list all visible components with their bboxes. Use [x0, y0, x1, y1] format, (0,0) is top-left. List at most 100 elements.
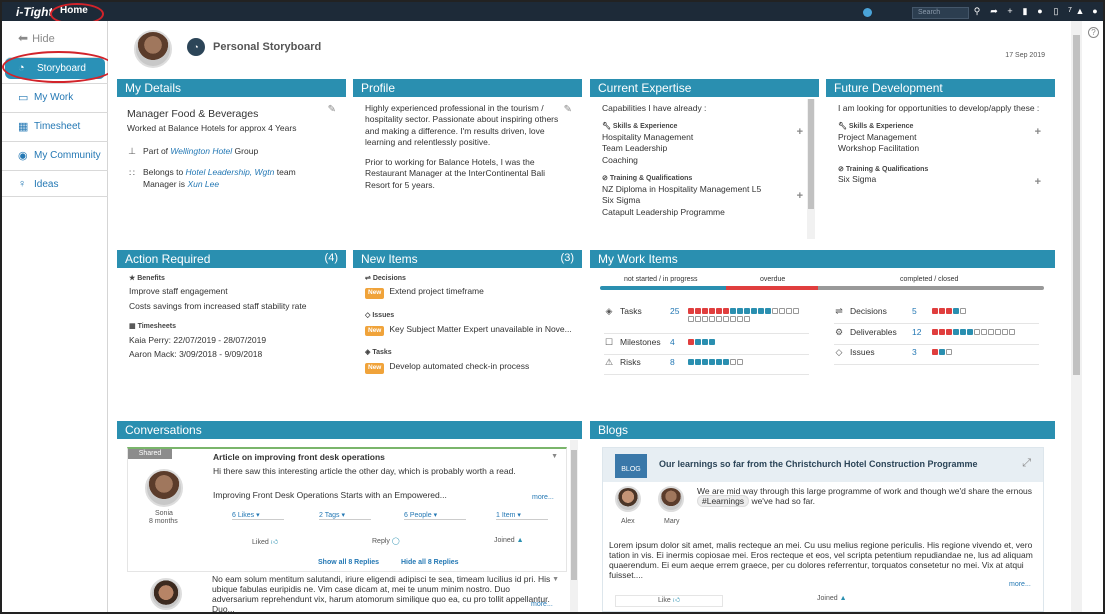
globe-icon[interactable]: [863, 8, 872, 17]
joined-button[interactable]: Joined ▲: [494, 537, 524, 544]
sidebar-item-label: My Work: [34, 92, 74, 103]
search-icon[interactable]: ⚲: [973, 6, 981, 16]
more-link[interactable]: more...: [531, 601, 553, 608]
post-title[interactable]: Article on improving front desk operatio…: [213, 452, 385, 462]
add-icon[interactable]: +: [1007, 6, 1013, 16]
completed-square: [793, 307, 799, 314]
new-item[interactable]: New Extend project timeframe: [365, 286, 570, 300]
show-replies-link[interactable]: Show all 8 Replies: [318, 559, 380, 566]
likes-dropdown[interactable]: 6 Likes ▾: [232, 511, 284, 520]
blog-badge-label: BLOG: [621, 466, 641, 473]
joined-button[interactable]: Joined ▲: [817, 595, 847, 602]
completed-square: [974, 328, 980, 335]
reply-button[interactable]: Reply ◯: [372, 537, 400, 545]
benefit-item[interactable]: Costs savings from increased staff stabi…: [129, 300, 307, 311]
add-skill-button[interactable]: +: [796, 126, 803, 138]
in-progress-square: [709, 338, 715, 345]
work-item-count[interactable]: 12: [912, 327, 922, 337]
author-name: Alex: [621, 518, 635, 525]
work-item-row[interactable]: ◇ Issues 3: [834, 347, 1039, 365]
like-button[interactable]: Like 👍︎: [615, 595, 723, 607]
add-skill-button[interactable]: +: [1034, 126, 1041, 138]
milestones-icon: ☐: [604, 337, 614, 347]
worked-duration: Worked at Balance Hotels for approx 4 Ye…: [127, 123, 297, 134]
hide-button[interactable]: ⬅ Hide: [18, 31, 55, 45]
work-item-row[interactable]: ⇌ Decisions 5: [834, 306, 1039, 324]
dashboard-icon: ◔: [187, 38, 205, 56]
work-item-row[interactable]: ◈ Tasks 25: [604, 306, 809, 334]
scroll-thumb[interactable]: [1073, 35, 1080, 375]
work-item-row[interactable]: ⚙ Deliverables 12: [834, 327, 1039, 345]
document-icon[interactable]: ▯: [1053, 6, 1059, 16]
avatar[interactable]: [150, 578, 182, 610]
tags-dropdown[interactable]: 2 Tags ▾: [319, 511, 371, 520]
more-link[interactable]: more...: [1009, 581, 1031, 588]
work-item-count[interactable]: 25: [670, 306, 680, 316]
panel-title: Current Expertise: [590, 79, 819, 97]
benefit-item[interactable]: Improve staff engagement: [129, 286, 228, 297]
cube-icon: ◈: [365, 349, 371, 357]
scroll-thumb[interactable]: [571, 450, 577, 580]
sidebar-item-timesheet[interactable]: ▦ Timesheet: [2, 112, 108, 138]
sidebar-item-label: Ideas: [34, 179, 59, 190]
pencil-icon[interactable]: ✎: [327, 104, 336, 115]
new-item[interactable]: New Develop automated check-in process: [365, 361, 570, 374]
timesheet-item[interactable]: Kaia Perry: 22/07/2019 - 28/07/2019: [129, 334, 267, 345]
group-link[interactable]: Wellington Hotel: [170, 145, 233, 156]
scroll-thumb[interactable]: [808, 99, 814, 209]
add-training-button[interactable]: +: [796, 190, 803, 202]
work-item-count[interactable]: 3: [912, 347, 917, 357]
post-body: Hi there saw this interesting article th…: [213, 466, 516, 476]
sidebar-item-my-community[interactable]: ◉ My Community: [2, 141, 108, 167]
people-dropdown[interactable]: 6 People ▾: [404, 511, 466, 520]
profile-text-1: Highly experienced professional in the t…: [365, 103, 559, 148]
page-scrollbar[interactable]: [1071, 21, 1082, 612]
pencil-icon[interactable]: ✎: [563, 104, 572, 115]
chevron-down-icon[interactable]: ▼: [552, 576, 559, 583]
work-item-count[interactable]: 4: [670, 337, 675, 347]
avatar[interactable]: [658, 486, 684, 512]
scrollbar[interactable]: [807, 99, 815, 239]
scrollbar[interactable]: [570, 440, 578, 612]
avatar[interactable]: [145, 469, 183, 507]
completed-square: [709, 315, 715, 322]
avatar[interactable]: [134, 30, 172, 68]
expand-icon[interactable]: ⤢: [1022, 457, 1031, 469]
work-item-count[interactable]: 5: [912, 306, 917, 316]
bookmark-icon[interactable]: ▮: [1022, 6, 1028, 16]
work-item-row[interactable]: ☐ Milestones 4: [604, 337, 809, 355]
avatar[interactable]: [615, 486, 641, 512]
bell-icon[interactable]: ▲: [1075, 6, 1085, 16]
timesheet-item[interactable]: Aaron Mack: 3/09/2018 - 9/09/2018: [129, 349, 263, 360]
sidebar-item-my-work[interactable]: ▭ My Work: [2, 83, 108, 109]
article-title[interactable]: Improving Front Desk Operations Starts w…: [213, 490, 447, 500]
help-icon[interactable]: ?: [1088, 27, 1099, 38]
add-training-button[interactable]: +: [1034, 176, 1041, 188]
liked-button[interactable]: Liked 👍︎: [252, 537, 278, 546]
search-input[interactable]: Search: [912, 7, 969, 19]
manager-link[interactable]: Xun Lee: [187, 178, 220, 189]
badge-icon: ⊘: [602, 175, 608, 183]
more-link[interactable]: more...: [532, 494, 554, 501]
user-icon[interactable]: ●: [1092, 6, 1098, 16]
new-item[interactable]: New Key Subject Matter Expert unavailable…: [365, 324, 572, 337]
share-icon[interactable]: ➦: [990, 6, 998, 16]
overdue-square: [939, 307, 945, 314]
items-dropdown[interactable]: 1 Item ▾: [496, 511, 548, 520]
group-info: ⊥ Part of Wellington Hotel Group: [127, 145, 336, 157]
hashtag[interactable]: #Learnings: [697, 495, 750, 507]
work-item-row[interactable]: ⚠ Risks 8: [604, 357, 809, 375]
chevron-down-icon[interactable]: ▼: [551, 453, 558, 460]
blog-title[interactable]: Our learnings so far from the Christchur…: [659, 459, 978, 469]
sidebar-item-ideas[interactable]: ♀ Ideas: [2, 170, 108, 197]
hide-replies-link[interactable]: Hide all 8 Replies: [401, 559, 459, 566]
team-link[interactable]: Hotel Leadership, Wgtn: [185, 167, 275, 178]
training-heading: ⊘ Training & Qualifications: [602, 174, 807, 183]
work-item-count[interactable]: 8: [670, 357, 675, 367]
panel-title: Blogs: [590, 421, 1055, 439]
chat-icon[interactable]: ●: [1037, 6, 1043, 16]
timesheets-heading: ▦ Timesheets: [129, 322, 334, 331]
signpost-icon: ⇌: [365, 275, 371, 282]
star-icon: ★: [129, 275, 136, 282]
